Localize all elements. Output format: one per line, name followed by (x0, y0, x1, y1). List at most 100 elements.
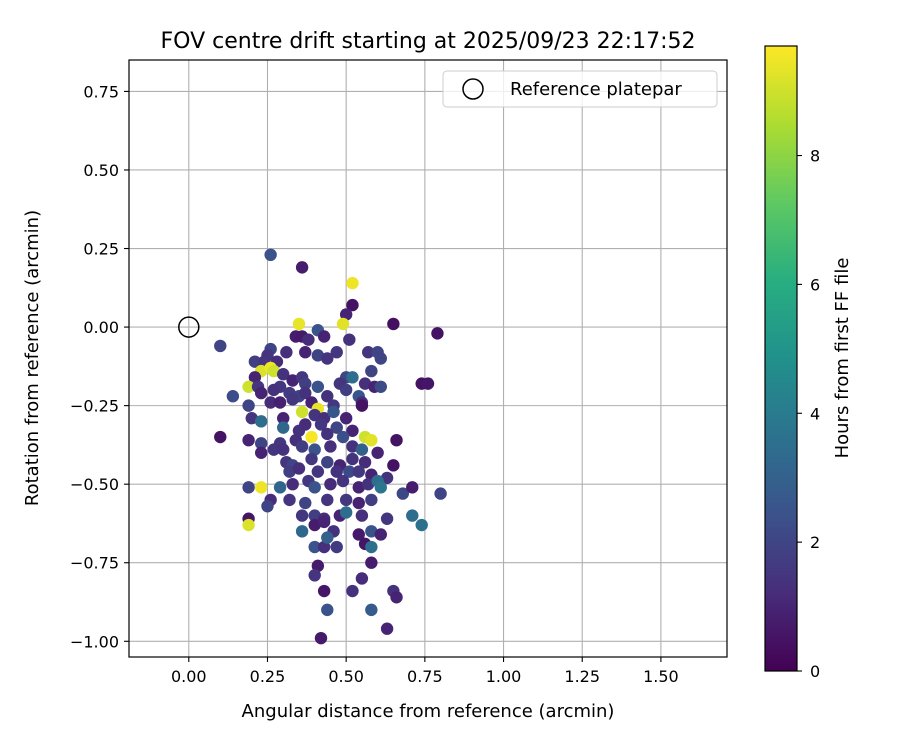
data-point-79 (314, 418, 328, 431)
data-point-110 (283, 465, 296, 478)
y-tick-label-3: 0.00 (83, 318, 119, 337)
colorbar-tick-label-0: 0 (810, 662, 820, 681)
data-point-175 (380, 622, 394, 635)
data-point-7 (387, 317, 400, 331)
data-point-119 (254, 481, 268, 494)
axes: 0.00 0.25 0.50 0.75 1.00 1.25 1.50 0.75 0.50 0.25… (70, 59, 728, 686)
data-point-59 (242, 399, 255, 412)
data-point-130 (396, 487, 410, 500)
data-point-14 (343, 333, 356, 346)
data-point-104 (305, 452, 318, 466)
data-point-13 (302, 333, 315, 346)
data-point-20 (311, 349, 325, 362)
y-tick-label-1: 0.50 (83, 161, 119, 180)
data-point-139 (365, 493, 378, 507)
data-point-120 (273, 481, 287, 494)
data-point-115 (352, 465, 365, 478)
data-point-18 (280, 346, 293, 359)
data-points (178, 248, 447, 645)
reference-platepar-point (178, 316, 200, 338)
data-point-12 (317, 330, 331, 343)
data-point-34 (286, 374, 299, 387)
data-point-8 (431, 327, 444, 340)
data-point-141 (261, 499, 274, 513)
data-point-156 (352, 528, 365, 541)
colorbar-label: Hours from first FF file (832, 258, 853, 459)
data-point-41 (242, 380, 255, 393)
colorbar-tick-label-2: 4 (810, 404, 820, 423)
colorbar-gradient (764, 45, 798, 672)
data-point-92 (390, 433, 403, 447)
legend-marker-reference (462, 78, 484, 100)
data-point-24 (248, 355, 262, 368)
data-point-67 (355, 399, 369, 412)
data-point-74 (327, 405, 340, 419)
data-point-112 (311, 465, 325, 478)
data-point-142 (295, 509, 309, 522)
x-tick-label-3: 0.75 (407, 667, 443, 686)
data-point-81 (346, 424, 359, 437)
data-point-157 (365, 525, 378, 538)
data-point-152 (295, 525, 309, 538)
data-point-4 (339, 308, 353, 321)
data-point-83 (242, 433, 255, 447)
data-point-3 (346, 298, 359, 312)
data-point-127 (362, 477, 375, 491)
data-point-109 (387, 459, 400, 472)
data-point-15 (214, 339, 227, 353)
x-tick-label-4: 1.00 (486, 667, 522, 686)
data-point-31 (267, 364, 280, 378)
data-point-173 (321, 603, 334, 617)
y-tick-label-6: −0.75 (70, 554, 119, 573)
data-point-165 (311, 559, 325, 573)
data-point-118 (242, 481, 255, 494)
data-point-32 (248, 371, 262, 384)
data-point-1 (295, 261, 309, 274)
data-point-61 (273, 396, 287, 409)
data-point-160 (317, 540, 331, 554)
y-tick-label-5: −0.50 (70, 475, 119, 494)
data-point-93 (254, 446, 268, 459)
data-point-126 (352, 481, 365, 494)
data-point-84 (254, 437, 268, 450)
data-point-101 (371, 446, 384, 459)
data-point-78 (299, 418, 312, 431)
data-point-132 (434, 487, 447, 500)
data-point-52 (267, 383, 280, 397)
data-point-131 (406, 481, 419, 494)
colorbar-tick-label-1: 2 (810, 533, 820, 552)
y-tick-label-2: 0.25 (83, 240, 119, 259)
data-point-22 (362, 346, 375, 359)
data-point-51 (254, 386, 268, 400)
x-tick-label-1: 0.25 (250, 667, 286, 686)
data-point-56 (321, 390, 334, 403)
data-point-136 (321, 493, 334, 507)
data-point-108 (358, 455, 372, 469)
data-point-117 (380, 471, 394, 485)
data-point-149 (406, 509, 419, 522)
data-point-0 (264, 248, 277, 262)
data-point-169 (317, 584, 331, 598)
data-point-89 (336, 430, 350, 444)
data-point-161 (330, 540, 343, 554)
data-point-38 (365, 364, 378, 378)
data-point-111 (292, 462, 306, 475)
data-point-137 (339, 493, 353, 507)
data-point-150 (415, 518, 428, 532)
data-point-123 (308, 481, 321, 494)
data-point-50 (226, 390, 240, 403)
data-point-138 (352, 496, 365, 510)
data-point-87 (305, 430, 318, 444)
data-point-60 (264, 396, 277, 409)
data-point-134 (283, 493, 296, 507)
data-point-57 (339, 383, 353, 397)
data-point-37 (346, 371, 359, 384)
y-tick-label-0: 0.75 (83, 82, 119, 101)
data-point-147 (355, 509, 369, 522)
data-point-95 (277, 443, 290, 456)
data-point-72 (308, 408, 321, 422)
data-point-176 (314, 631, 328, 645)
data-point-33 (277, 368, 290, 381)
